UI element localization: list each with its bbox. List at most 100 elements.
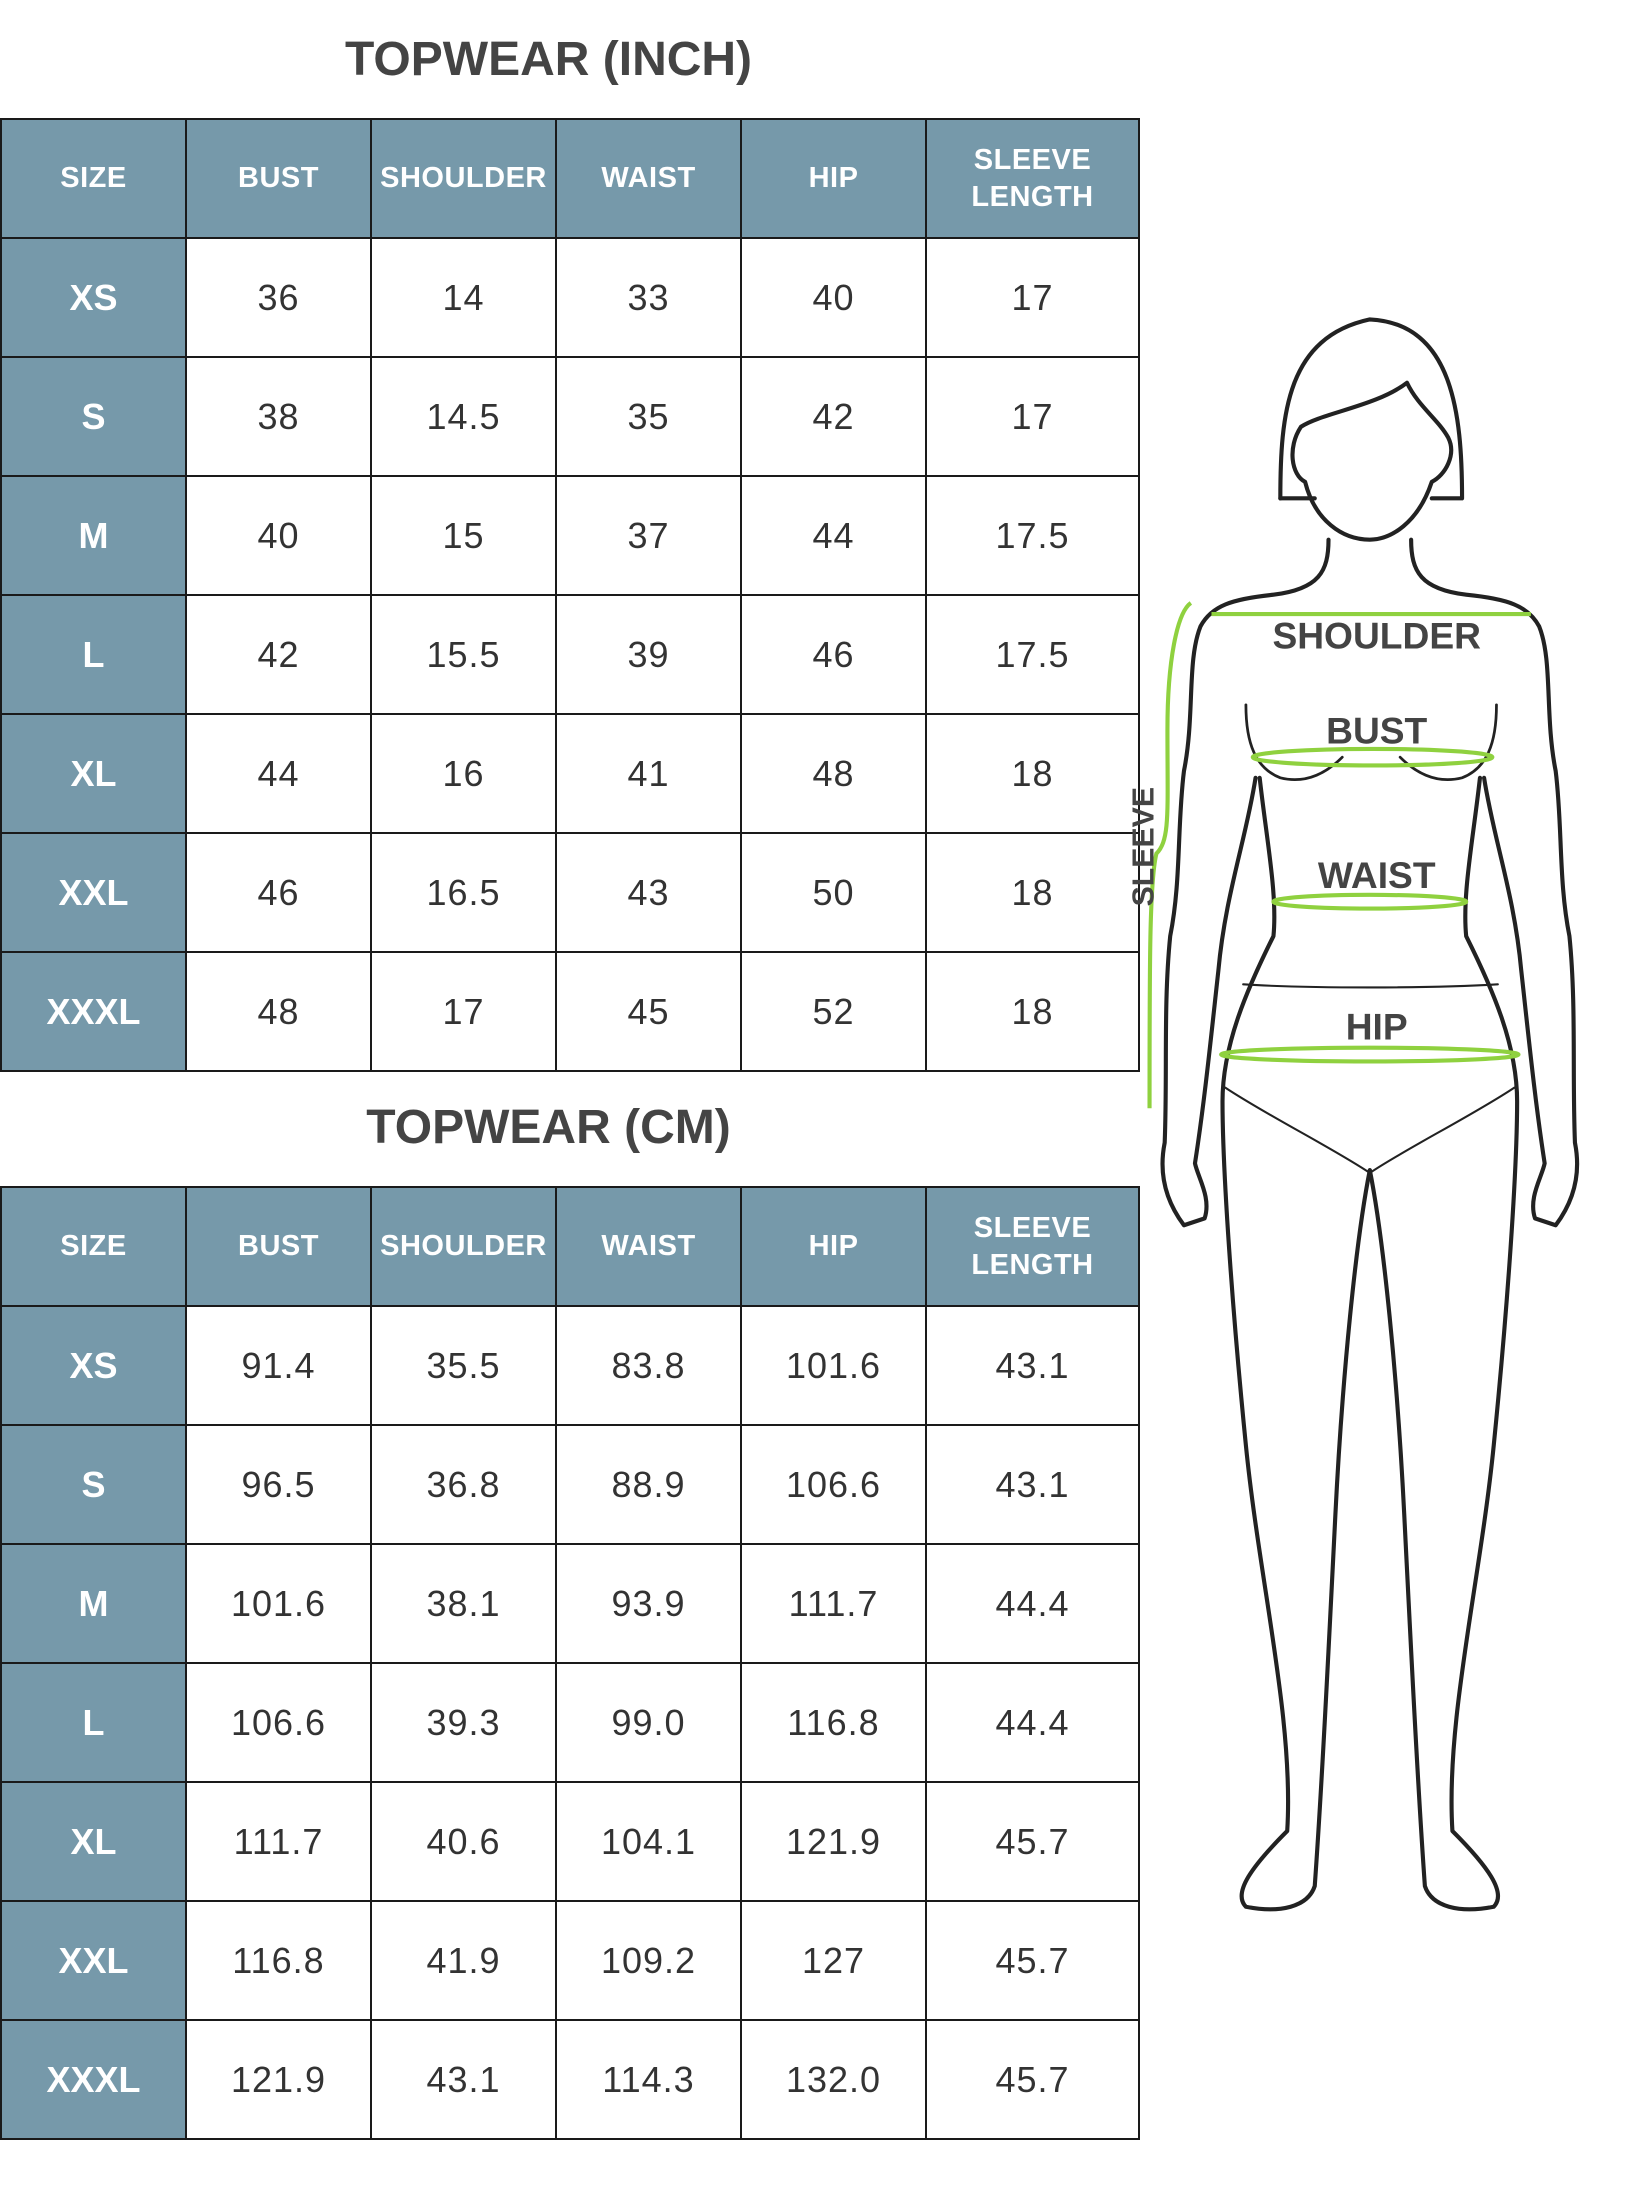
face-outline: [1290, 380, 1454, 542]
value-cell: 106.6: [740, 1424, 927, 1545]
value-cell: 106.6: [185, 1662, 372, 1783]
size-cell: XS: [0, 1305, 187, 1426]
table-row: S 38 14.5 35 42 17: [0, 356, 1140, 477]
value-cell: 50: [740, 832, 927, 953]
value-cell: 38.1: [370, 1543, 557, 1664]
value-cell: 48: [185, 951, 372, 1072]
value-cell: 42: [185, 594, 372, 715]
value-cell: 96.5: [185, 1424, 372, 1545]
table-row: XXXL 48 17 45 52 18: [0, 951, 1140, 1072]
hair-outline: [1278, 317, 1465, 501]
value-cell: 44: [185, 713, 372, 834]
inch-table-title: TOPWEAR (INCH): [344, 33, 753, 86]
table-row: XXL 116.8 41.9 109.2 127 45.7: [0, 1900, 1140, 2021]
size-cell: L: [0, 1662, 187, 1783]
column-header: BUST: [185, 1186, 372, 1307]
value-cell: 40.6: [370, 1781, 557, 1902]
size-cell: L: [0, 594, 187, 715]
size-cell: XXXL: [0, 951, 187, 1072]
table-row: XL 111.7 40.6 104.1 121.9 45.7: [0, 1781, 1140, 1902]
column-header: SIZE: [0, 118, 187, 239]
value-cell: 38: [185, 356, 372, 477]
value-cell: 93.9: [555, 1543, 742, 1664]
cm-table-title: TOPWEAR (CM): [366, 1101, 731, 1154]
cm-size-table: SIZE BUST SHOULDER WAIST HIP SLEEVE LENGTH XS 9…: [0, 1186, 1140, 2140]
column-header: SHOULDER: [370, 1186, 557, 1307]
value-cell: 16.5: [370, 832, 557, 953]
value-cell: 88.9: [555, 1424, 742, 1545]
value-cell: 44.4: [925, 1543, 1140, 1664]
value-cell: 121.9: [185, 2019, 372, 2140]
value-cell: 44.4: [925, 1662, 1140, 1783]
size-cell: S: [0, 1424, 187, 1545]
value-cell: 35: [555, 356, 742, 477]
value-cell: 39: [555, 594, 742, 715]
value-cell: 15: [370, 475, 557, 596]
value-cell: 17: [925, 356, 1140, 477]
table-row: XL 44 16 41 48 18: [0, 713, 1140, 834]
size-cell: XXXL: [0, 2019, 187, 2140]
value-cell: 42: [740, 356, 927, 477]
right-arm-outline: [1409, 537, 1580, 1228]
table-row: XS 91.4 35.5 83.8 101.6 43.1: [0, 1305, 1140, 1426]
value-cell: 46: [740, 594, 927, 715]
table-row: M 101.6 38.1 93.9 111.7 44.4: [0, 1543, 1140, 1664]
left-arm-outline: [1160, 537, 1331, 1228]
table-row: L 42 15.5 39 46 17.5: [0, 594, 1140, 715]
size-cell: M: [0, 475, 187, 596]
value-cell: 48: [740, 713, 927, 834]
size-cell: XL: [0, 713, 187, 834]
size-cell: XXL: [0, 832, 187, 953]
value-cell: 16: [370, 713, 557, 834]
value-cell: 127: [740, 1900, 927, 2021]
value-cell: 17: [925, 237, 1140, 358]
value-cell: 17.5: [925, 475, 1140, 596]
value-cell: 101.6: [740, 1305, 927, 1426]
value-cell: 17: [370, 951, 557, 1072]
bust-label: BUST: [1326, 709, 1427, 751]
value-cell: 45: [555, 951, 742, 1072]
table-row: XS 36 14 33 40 17: [0, 237, 1140, 358]
size-cell: XS: [0, 237, 187, 358]
value-cell: 99.0: [555, 1662, 742, 1783]
column-header: HIP: [740, 118, 927, 239]
value-cell: 111.7: [185, 1781, 372, 1902]
table-row: S 96.5 36.8 88.9 106.6 43.1: [0, 1424, 1140, 1545]
value-cell: 14.5: [370, 356, 557, 477]
column-header: SLEEVE LENGTH: [925, 118, 1140, 239]
size-cell: XL: [0, 1781, 187, 1902]
value-cell: 45.7: [925, 1900, 1140, 2021]
value-cell: 15.5: [370, 594, 557, 715]
table-row: XXL 46 16.5 43 50 18: [0, 832, 1140, 953]
value-cell: 18: [925, 832, 1140, 953]
header-row: SIZE BUST SHOULDER WAIST HIP SLEEVE LENGTH: [0, 118, 1140, 239]
shoulder-label: SHOULDER: [1272, 614, 1481, 656]
size-cell: M: [0, 1543, 187, 1664]
size-cell: S: [0, 356, 187, 477]
value-cell: 40: [740, 237, 927, 358]
sleeve-label: SLEEVE: [1128, 787, 1161, 906]
column-header: HIP: [740, 1186, 927, 1307]
column-header: SHOULDER: [370, 118, 557, 239]
value-cell: 104.1: [555, 1781, 742, 1902]
value-cell: 36: [185, 237, 372, 358]
value-cell: 43: [555, 832, 742, 953]
value-cell: 35.5: [370, 1305, 557, 1426]
value-cell: 37: [555, 475, 742, 596]
hip-measure-line: [1219, 1045, 1521, 1064]
value-cell: 43.1: [925, 1305, 1140, 1426]
value-cell: 109.2: [555, 1900, 742, 2021]
value-cell: 121.9: [740, 1781, 927, 1902]
value-cell: 116.8: [185, 1900, 372, 2021]
sleeve-measure-line: [1147, 601, 1193, 1109]
column-header: SIZE: [0, 1186, 187, 1307]
value-cell: 18: [925, 951, 1140, 1072]
value-cell: 39.3: [370, 1662, 557, 1783]
value-cell: 44: [740, 475, 927, 596]
torso-right: [1367, 775, 1520, 1912]
value-cell: 83.8: [555, 1305, 742, 1426]
value-cell: 33: [555, 237, 742, 358]
value-cell: 43.1: [925, 1424, 1140, 1545]
value-cell: 46: [185, 832, 372, 953]
